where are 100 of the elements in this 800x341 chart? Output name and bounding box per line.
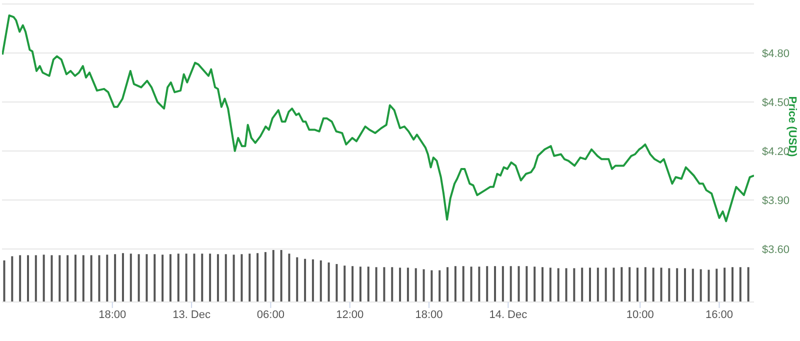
x-tick-label: 18:00 (415, 308, 443, 321)
bar (708, 270, 710, 302)
bar (518, 266, 520, 302)
bar (399, 268, 402, 302)
bar (557, 268, 560, 302)
bar (526, 266, 528, 302)
bar (90, 255, 92, 302)
bar (596, 268, 599, 302)
bar (604, 268, 607, 302)
bar (644, 267, 646, 302)
y-tick-label: $3.90 (762, 194, 790, 207)
bar (146, 254, 148, 302)
bar (375, 267, 378, 302)
bar (494, 266, 496, 302)
bar (248, 254, 251, 302)
bar (66, 255, 69, 302)
bar (739, 267, 742, 302)
bar (82, 255, 84, 302)
bar (486, 266, 488, 302)
x-tick-label: 10:00 (626, 308, 654, 321)
bar (542, 267, 544, 302)
bar (620, 267, 623, 302)
x-tick-label: 14. Dec (489, 308, 528, 321)
bar (367, 266, 370, 302)
x-tick-label: 16:00 (705, 308, 734, 321)
bar (668, 268, 670, 302)
bar (320, 260, 322, 302)
bar (280, 250, 282, 302)
bar (684, 268, 686, 302)
bar (138, 254, 140, 302)
bar (264, 252, 266, 302)
x-tick-label: 12:00 (336, 308, 364, 321)
bar (422, 269, 425, 302)
bar (336, 264, 338, 302)
bar (216, 254, 219, 302)
x-tick-label: 13. Dec (172, 308, 211, 321)
bar (122, 253, 124, 302)
bar (256, 253, 259, 302)
bar (534, 266, 536, 302)
bar (747, 267, 750, 302)
bar (193, 254, 196, 302)
bar (589, 268, 592, 302)
bar (731, 267, 734, 302)
bar (676, 268, 678, 302)
bar (34, 255, 37, 302)
bar (98, 255, 100, 302)
bar (106, 254, 108, 302)
bar (430, 270, 433, 302)
bar (201, 254, 204, 302)
bar (502, 266, 504, 302)
bar (700, 269, 702, 302)
bar (565, 268, 568, 302)
bar (383, 267, 386, 302)
bar (177, 254, 180, 302)
bar (185, 254, 188, 302)
bar (660, 268, 662, 302)
bar (232, 254, 235, 302)
bar (50, 255, 53, 302)
bar (478, 266, 480, 302)
y-tick-label: $4.20 (762, 146, 790, 158)
y-tick-label: $3.60 (762, 244, 790, 256)
bar (272, 250, 274, 302)
bar (573, 268, 576, 302)
bar (454, 266, 456, 302)
bar (414, 268, 417, 302)
bar (296, 257, 298, 302)
bar (692, 268, 694, 302)
bar (169, 254, 172, 302)
bar (612, 268, 615, 302)
bar (391, 267, 394, 302)
y-tick-label: $4.80 (762, 48, 790, 60)
bar (58, 255, 61, 302)
bar (406, 268, 409, 302)
bar (352, 266, 354, 302)
bar (581, 268, 584, 302)
bar (636, 268, 639, 302)
bar (74, 254, 76, 302)
bar (162, 254, 164, 302)
bar (359, 266, 362, 302)
bar (240, 254, 243, 302)
bar (154, 254, 156, 302)
bar (724, 268, 726, 302)
y-tick-label: $4.50 (762, 96, 790, 109)
bar (209, 254, 212, 302)
bar (304, 258, 306, 302)
bar (114, 254, 116, 302)
bar (628, 267, 631, 302)
bar (446, 267, 449, 302)
bar (288, 254, 290, 302)
bar (224, 254, 227, 302)
bar (11, 256, 14, 302)
bar (344, 266, 346, 302)
bar (652, 268, 654, 302)
bar (470, 266, 472, 302)
bar (3, 260, 6, 302)
bar (510, 266, 512, 302)
bar (42, 254, 45, 302)
x-tick-label: 06:00 (256, 308, 284, 321)
bar (549, 268, 552, 302)
bar (19, 255, 22, 302)
